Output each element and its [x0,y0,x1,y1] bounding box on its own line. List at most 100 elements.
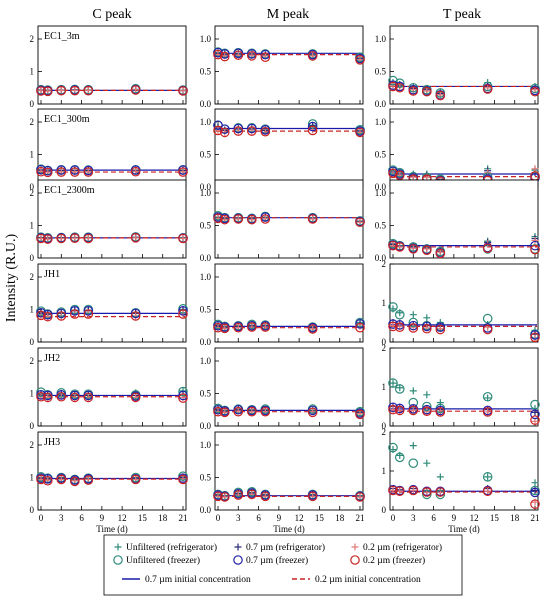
data-point [530,415,540,425]
data-point [351,543,359,551]
data-point [57,86,65,94]
y-tick-label: 1.0 [375,117,387,127]
y-tick-label: 0.5 [200,150,212,160]
row-label: JH3 [44,437,60,448]
y-tick-label: 0 [30,505,35,515]
data-point [409,487,417,494]
y-tick-label: 2 [30,440,35,450]
y-tick-label: 0.0 [200,421,212,431]
data-point [70,309,80,319]
y-tick-label: 0.0 [375,253,387,263]
data-point [307,214,318,224]
data-point [394,320,405,330]
data-point [233,214,244,224]
data-point [42,167,53,178]
panel: 0.0 0.5 1.0 [375,179,540,263]
data-point [408,317,419,328]
panel-frame [37,25,187,105]
data-point [435,248,446,259]
data-point [213,491,223,502]
panel: 0 1 2 EC1_300m [30,108,188,192]
x-tick-label: 18 [510,513,520,523]
data-point [247,214,257,225]
panel: 0.0 0.5 1.0 [200,108,365,192]
data-point [307,51,318,61]
data-point [260,491,271,502]
data-point [389,379,397,387]
data-point [394,452,405,463]
data-point [132,86,140,94]
data-point [394,405,405,416]
legend-label: Unfiltered (refrigerator) [126,542,217,553]
data-point [71,86,79,94]
y-tick-label: 1.0 [200,188,212,198]
data-point [307,119,318,129]
panel-frame [389,431,539,511]
data-point [531,236,539,244]
data-point [213,49,223,60]
data-point [482,486,493,497]
data-point [178,86,188,96]
data-point [70,476,80,487]
x-tick-label: 15 [138,513,148,523]
data-point [233,406,244,417]
legend-label: 0.2 µm (freezer) [363,555,425,566]
data-point [247,123,257,134]
row-label: EC1_2300m [44,185,95,196]
panel: 0 1 2 [382,259,540,347]
data-point [436,473,444,481]
panel: 0.0 0.5 1.0 [375,108,540,192]
data-point [408,244,419,254]
row-label: JH1 [44,269,60,280]
panel-frame [37,347,187,427]
data-point [233,50,244,61]
data-point [435,487,446,497]
data-point [36,233,46,244]
data-point [408,320,419,331]
data-point [435,324,446,335]
y-tick-label: 0.0 [200,99,212,109]
y-tick-label: 0.5 [200,67,212,77]
panel-frame [214,263,364,343]
data-point [530,399,540,410]
data-point [179,87,187,95]
data-point [42,475,53,486]
data-point [247,322,257,332]
data-point [219,323,230,334]
data-point [178,305,188,316]
y-tick-label: 0 [30,337,35,347]
y-tick-label: 0.0 [200,505,212,515]
data-point [178,474,188,485]
data-point [422,321,432,332]
data-point [213,213,223,224]
data-point [260,49,271,60]
x-tick-label: 6 [79,513,84,523]
y-tick-label: 1.0 [200,117,212,127]
data-point [70,167,80,177]
data-point [409,311,417,319]
y-tick-label: 1 [30,305,35,315]
x-tick-label: 12 [295,513,304,523]
data-point [423,391,431,399]
data-point [388,81,398,92]
row-label: EC1_3m [44,31,80,42]
y-tick-label: 1.0 [200,440,212,450]
panel-frame [389,25,539,105]
data-point [423,314,431,322]
data-point [355,492,365,502]
x-tick-label: 3 [236,513,241,523]
data-point [178,390,188,401]
y-tick-label: 0.0 [375,99,387,109]
data-point [219,127,230,138]
data-point [36,391,46,402]
data-point [113,555,123,565]
data-point [70,85,80,96]
data-point [388,240,398,251]
y-tick-label: 0.0 [375,182,387,192]
y-tick-label: 1.0 [375,34,387,44]
data-point [36,86,46,96]
panel: 0 1 2 EC1_2300m [30,179,188,263]
y-tick-label: 0.5 [200,389,212,399]
y-tick-label: 2 [30,272,35,282]
